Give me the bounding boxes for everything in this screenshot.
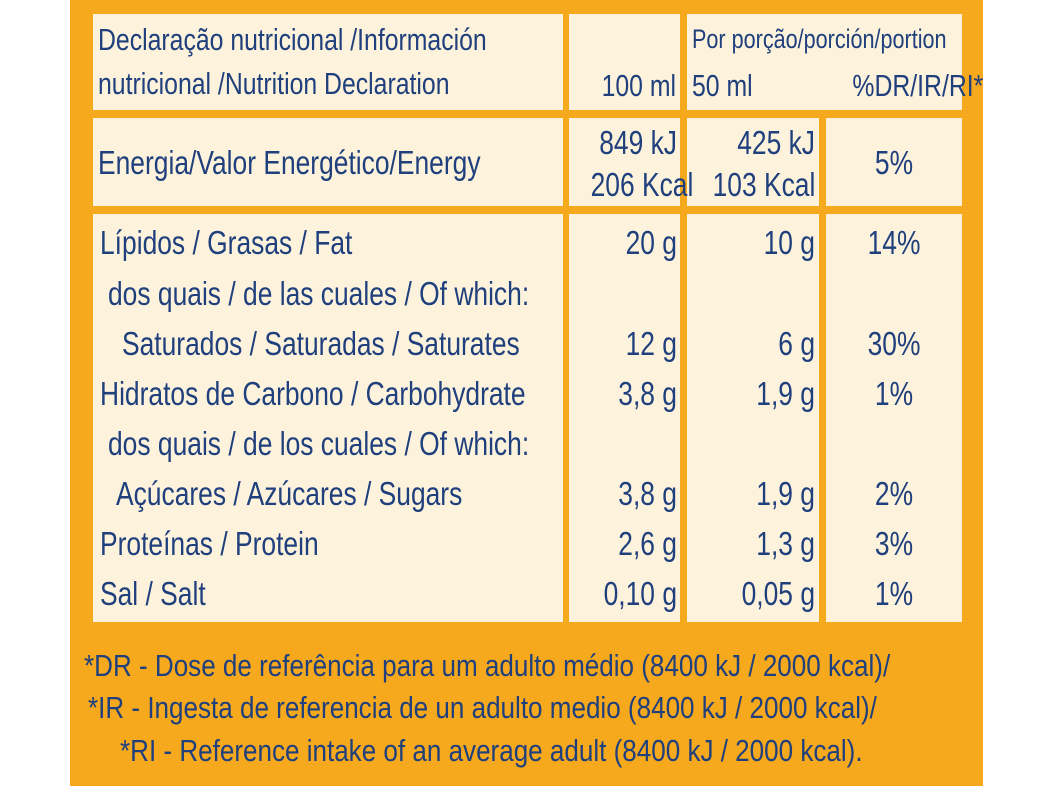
energy-kj-100: 849 kJ (599, 124, 677, 161)
row-sugars-dr: 2% (874, 475, 914, 512)
energy-kcal-100: 206 Kcal (590, 166, 694, 203)
header-label-cell (93, 14, 563, 110)
row-protein-100: 2,6 g (618, 525, 677, 562)
row-sugars-50: 1,9 g (756, 475, 815, 512)
header-50ml: 50 ml (692, 68, 753, 103)
footnote-dr: *DR - Dose de referência para um adulto … (84, 648, 891, 683)
energy-dr-cell (826, 118, 962, 206)
row-fat-100: 20 g (625, 224, 677, 261)
energy-dr: 5% (874, 144, 914, 181)
energy-100ml-cell (569, 118, 680, 206)
row-fat-label: Lípidos / Grasas / Fat (100, 224, 353, 261)
energy-kcal-50: 103 Kcal (712, 166, 816, 203)
row-carb-100: 3,8 g (618, 375, 677, 412)
header-100ml: 100 ml (601, 68, 676, 103)
row-salt-100: 0,10 g (603, 575, 677, 612)
row-fat-50: 10 g (763, 224, 815, 261)
footnote-ir: *IR - Ingesta de referencia de un adulto… (88, 690, 877, 725)
row-protein-50: 1,3 g (756, 525, 815, 562)
energy-kj-50: 425 kJ (737, 124, 815, 161)
row-saturates-label: Saturados / Saturadas / Saturates (122, 325, 520, 362)
row-carb-label: Hidratos de Carbono / Carbohydrate (100, 375, 526, 412)
row-protein-dr: 3% (874, 525, 914, 562)
header-portion-cell (687, 14, 962, 110)
row-saturates-50: 6 g (778, 325, 815, 362)
energy-label-cell (93, 118, 563, 206)
row-carb-50: 1,9 g (756, 375, 815, 412)
row-protein-label: Proteínas / Protein (100, 525, 319, 562)
row-salt-50: 0,05 g (741, 575, 815, 612)
header-portion-label: Por porção/porción/portion (692, 24, 947, 54)
nutrients-100ml-cell (569, 214, 680, 622)
row-sugars-100: 3,8 g (618, 475, 677, 512)
row-salt-dr: 1% (874, 575, 914, 612)
row-saturates-100: 12 g (625, 325, 677, 362)
header-title-line2: nutricional /Nutrition Declaration (98, 66, 450, 101)
row-saturates-dr: 30% (867, 325, 921, 362)
row-carb-dr: 1% (874, 375, 914, 412)
energy-label: Energia/Valor Energético/Energy (98, 144, 481, 181)
row-salt-label: Sal / Salt (100, 575, 206, 612)
nutrients-dr-cell (826, 214, 962, 622)
nutrients-50ml-cell (687, 214, 819, 622)
row-sugars-label: Açúcares / Azúcares / Sugars (116, 475, 463, 512)
row-fat-dr: 14% (867, 224, 921, 261)
nutrients-label-cell (93, 214, 563, 622)
header-title-line1: Declaração nutricional /Información (98, 22, 487, 57)
row-fat-ofwhich-label: dos quais / de las cuales / Of which: (108, 275, 530, 312)
header-100ml-cell (569, 14, 680, 110)
row-carb-ofwhich-label: dos quais / de los cuales / Of which: (108, 425, 530, 462)
header-dr: %DR/IR/RI* (852, 68, 984, 103)
footnote-ri: *RI - Reference intake of an average adu… (120, 733, 863, 768)
energy-50ml-cell (687, 118, 819, 206)
